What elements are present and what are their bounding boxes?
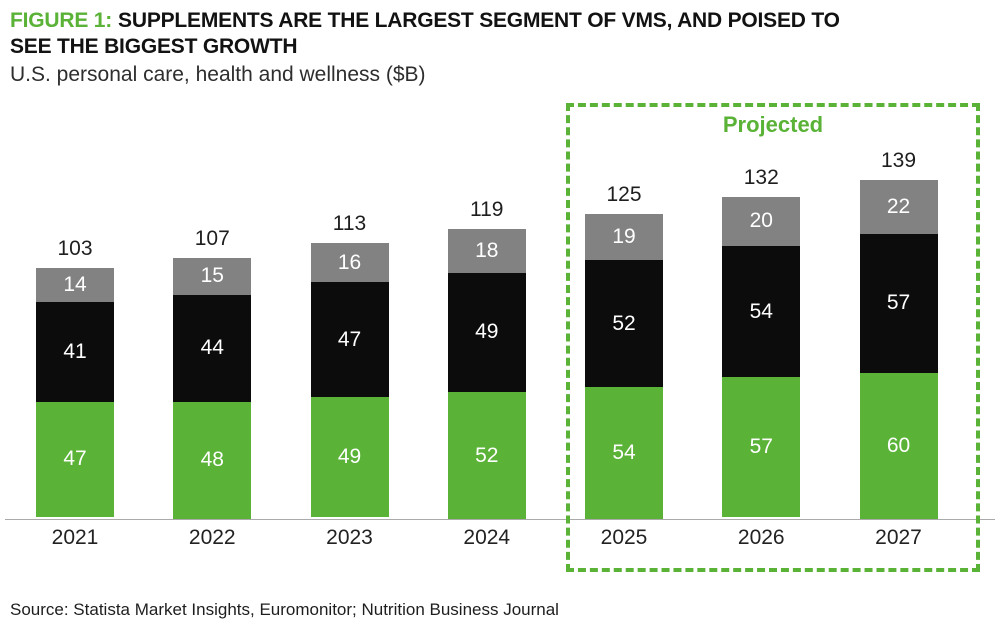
bar-segment-green-bottom-segment: 52 bbox=[447, 392, 526, 519]
x-axis-line bbox=[5, 519, 995, 520]
bar-total-label-2022: 107 bbox=[194, 226, 230, 250]
segment-value-label: 57 bbox=[749, 435, 773, 458]
bar-2026: 132 20 54 57 bbox=[722, 166, 801, 519]
bar-segment-green-bottom-segment: 48 bbox=[173, 401, 252, 519]
segment-value-label: 22 bbox=[886, 194, 911, 218]
x-axis-label-2026: 2026 bbox=[737, 526, 785, 549]
bar-segment-black-middle-segment: 52 bbox=[585, 260, 663, 388]
figure-title-line1: FIGURE 1: SUPPLEMENTS ARE THE LARGEST SEG… bbox=[10, 8, 970, 34]
figure-title-text-line1: SUPPLEMENTS ARE THE LARGEST SEGMENT OF V… bbox=[118, 9, 840, 32]
bar-total-label-2025: 125 bbox=[606, 183, 642, 206]
x-axis-label-2023: 2023 bbox=[326, 526, 373, 549]
bar-2025: 125 19 52 54 bbox=[585, 183, 663, 519]
bar-total-label-2027: 139 bbox=[880, 148, 917, 172]
bar-2027: 139 22 57 60 bbox=[859, 149, 938, 519]
bar-segment-gray-top-segment: 19 bbox=[585, 214, 663, 261]
segment-value-label: 54 bbox=[612, 441, 636, 465]
segment-value-label: 41 bbox=[63, 339, 87, 363]
bar-2021: 103 14 41 47 bbox=[36, 237, 114, 519]
segment-value-label: 52 bbox=[612, 311, 636, 335]
bar-total-label-2023: 113 bbox=[332, 212, 367, 236]
figure-title-line2: SEE THE BIGGEST GROWTH bbox=[10, 35, 298, 58]
segment-value-label: 15 bbox=[200, 264, 224, 288]
bar-segment-gray-top-segment: 20 bbox=[722, 196, 801, 246]
segment-value-label: 54 bbox=[749, 299, 773, 323]
chart-area: 103 14 41 47 107 15 44 48 113 16 47 49 119 18 49 52 125 1… bbox=[36, 149, 938, 519]
segment-value-label: 49 bbox=[475, 320, 499, 344]
x-axis-label-2024: 2024 bbox=[463, 526, 511, 549]
bar-segment-black-middle-segment: 54 bbox=[722, 245, 801, 378]
segment-value-label: 49 bbox=[337, 444, 362, 468]
figure-title: FIGURE 1: SUPPLEMENTS ARE THE LARGEST SEG… bbox=[10, 8, 970, 60]
bar-2023: 113 16 47 49 bbox=[310, 212, 389, 519]
segment-value-label: 44 bbox=[200, 336, 224, 360]
bar-segment-gray-top-segment: 15 bbox=[173, 257, 252, 295]
chart-subtitle: U.S. personal care, health and wellness … bbox=[10, 63, 426, 86]
bar-segment-green-bottom-segment: 57 bbox=[722, 377, 801, 517]
segment-value-label: 57 bbox=[886, 291, 911, 315]
x-axis-label-2027: 2027 bbox=[875, 526, 922, 549]
segment-value-label: 52 bbox=[475, 443, 499, 467]
x-axis-label-2021: 2021 bbox=[51, 526, 99, 549]
segment-value-label: 16 bbox=[337, 250, 362, 274]
segment-value-label: 47 bbox=[337, 327, 362, 351]
bar-segment-black-middle-segment: 57 bbox=[859, 233, 938, 373]
bar-segment-black-middle-segment: 49 bbox=[447, 272, 526, 393]
bar-segment-black-middle-segment: 41 bbox=[36, 301, 114, 402]
bar-segment-gray-top-segment: 18 bbox=[447, 228, 526, 273]
segment-value-label: 18 bbox=[475, 238, 499, 262]
bar-segment-green-bottom-segment: 60 bbox=[859, 372, 938, 519]
bar-2024: 119 18 49 52 bbox=[447, 198, 526, 519]
bar-segment-gray-top-segment: 14 bbox=[36, 267, 114, 302]
bar-total-label-2021: 103 bbox=[57, 236, 93, 260]
bar-segment-gray-top-segment: 22 bbox=[859, 179, 938, 234]
bar-total-label-2026: 132 bbox=[743, 165, 779, 189]
source-attribution: Source: Statista Market Insights, Euromo… bbox=[10, 600, 559, 619]
bar-segment-green-bottom-segment: 54 bbox=[585, 387, 663, 519]
segment-value-label: 47 bbox=[63, 447, 87, 471]
x-axis-label-2022: 2022 bbox=[188, 526, 236, 549]
segment-value-label: 20 bbox=[749, 209, 773, 233]
x-axis-label-2025: 2025 bbox=[600, 526, 648, 549]
bar-segment-green-bottom-segment: 49 bbox=[310, 396, 389, 517]
segment-value-label: 14 bbox=[63, 272, 87, 296]
bar-segment-green-bottom-segment: 47 bbox=[36, 401, 114, 517]
bar-segment-gray-top-segment: 16 bbox=[310, 243, 389, 283]
figure-number-label: FIGURE 1: bbox=[10, 9, 113, 32]
bar-2022: 107 15 44 48 bbox=[173, 227, 252, 519]
segment-value-label: 60 bbox=[886, 433, 911, 457]
bar-segment-black-middle-segment: 47 bbox=[310, 282, 389, 397]
segment-value-label: 19 bbox=[612, 225, 636, 249]
segment-value-label: 48 bbox=[200, 448, 224, 472]
bar-segment-black-middle-segment: 44 bbox=[173, 294, 252, 402]
bar-total-label-2024: 119 bbox=[470, 197, 504, 221]
projected-label: Projected bbox=[722, 112, 824, 137]
